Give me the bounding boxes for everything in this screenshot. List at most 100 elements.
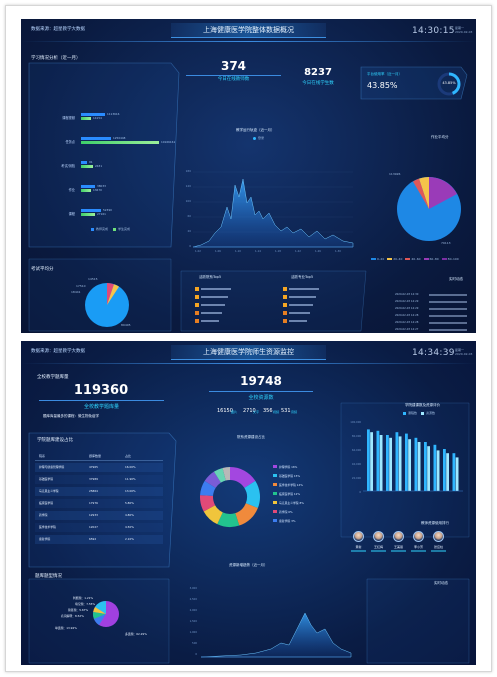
dept-bar [405,433,408,491]
legend-swatch-resource [420,411,424,415]
dept-ytick: 100,000 [350,421,361,424]
stat-underline [186,75,281,76]
dept-bar [395,432,399,491]
legend-student: 学生完成 [117,227,130,231]
table-cell: 药学院 [39,513,48,517]
dept-bar [408,439,411,491]
svg-text:1-26: 1-26 [315,249,321,253]
donut-slice [203,505,223,525]
overview-dashboard: 数据来源：超星教学大数据 上海健康医学院整体数据概况 14:30:15 星期一 … [21,19,476,333]
teacher-avatar [353,531,364,542]
table-cell: 医学技术学院 [39,525,56,529]
resource-stat-label: 文字 [253,409,260,414]
donut-legend-item: 临床医学院 12% [279,491,301,496]
legend-swatch [273,510,277,513]
teacher-name: 黄新 [355,545,362,549]
study-value-teacher: 38033 [97,184,106,188]
legend-label: 80–100 [447,257,459,261]
study-value-student: 14154 [93,116,102,120]
table-cell: 护理与健康管理学院 [39,465,65,469]
rank-badge [195,319,199,323]
donut-legend-item: 护理学院 16% [279,464,298,469]
dept-ytick: 40,000 [351,463,361,466]
legend-swatch [441,257,447,261]
dept-bar [414,437,418,491]
table-cell: 12933 [89,513,98,517]
legend-label: 60–80 [429,257,439,261]
study-value-teacher: 52390 [103,208,112,212]
teacher-avatar [373,531,384,542]
stat-underline [209,391,313,392]
donut-slice [244,480,260,509]
donut-slice [200,480,216,496]
resource-stat-value: 16150 [217,408,233,414]
teacher-dept [431,550,446,552]
dept-bar [379,435,383,491]
trend-ytick: 0 [189,244,191,248]
study-row-label: 任务点 [65,140,75,144]
svg-text:1-06: 1-06 [215,249,221,253]
legend-swatch [423,257,429,261]
table-cell: 11.90% [125,477,136,481]
clock-date: 星期一 2020-02-03 [455,348,472,356]
rank-badge [283,319,287,323]
qtype-label: 名词解释：8.52% [61,614,84,618]
resource-trend-ytick: 0 [195,653,197,656]
table-cell: 47965 [89,465,98,469]
rank-item-text [289,312,310,314]
teacher-name: 王红梅 [373,545,383,549]
resource-stat-value: 2710 [243,408,256,414]
active-course-title: 活跃院系Top5 [199,275,222,279]
dept-bar [443,449,446,491]
homework-legend-item: 60–80 [423,257,439,261]
rank-badge [195,303,199,307]
study-value-student: 10166161 [161,140,176,144]
clock: 14:34:39 [412,348,455,358]
dept-ytick: 0 [359,491,361,494]
resource-total-label: 全校资源数 [248,395,274,401]
qtype-pie [93,600,119,627]
svg-text:1-30: 1-30 [335,249,341,253]
dept-bar [398,436,402,491]
date: 2020-02-03 [455,352,473,356]
teacher-avatar [393,531,404,542]
teacher-dept [391,550,406,552]
rank-badge [283,295,287,299]
dept-bar [436,450,440,491]
dept-bar [424,442,427,491]
dept-bar [417,442,421,491]
table-header: 院系 [39,454,46,458]
qtype-label: 单选题：13.94% [55,626,77,630]
homework-pie [397,177,461,241]
table-row [35,475,163,484]
rank-item-text [289,320,307,322]
legend-swatch [405,257,411,261]
homework-label-1: 113926 [389,172,401,176]
study-bar-student [81,189,91,192]
panel1-frames [28,62,468,332]
resource-total-value: 19748 [240,374,282,388]
rank-item-text [201,320,219,322]
resource-stat-label: 视频 [273,409,280,414]
resource-trend-ytick: 500 [192,642,197,645]
study-analysis-title: 学习情况分析（近一月） [31,56,81,61]
realtime-text [429,301,467,303]
data-source: 数据来源：超星教学大数据 [31,349,85,354]
resource-trend-ytick: 2,500 [189,598,197,601]
course-total-label: 全校教学题库量 [83,404,119,410]
realtime-text [429,322,467,324]
donut-legend-item: 医学技术学院 14% [279,482,303,487]
table-cell: 13.00% [125,489,136,493]
teacher-dept [371,550,386,552]
legend-swatch-login [253,136,256,140]
exam-pie [85,283,129,327]
realtime-time: 2020-02-03 14:27 [395,328,419,331]
study-bar-student [81,213,95,216]
table-header: 题库数量 [89,454,102,458]
resource-stat-value: 531 [281,408,291,414]
study-value-student: 27161 [97,212,106,216]
homework-legend-item: 0–20 [371,257,384,261]
homework-legend-item: 20–40 [387,257,402,261]
donut-slice [235,503,258,526]
dept-bar [433,444,437,491]
